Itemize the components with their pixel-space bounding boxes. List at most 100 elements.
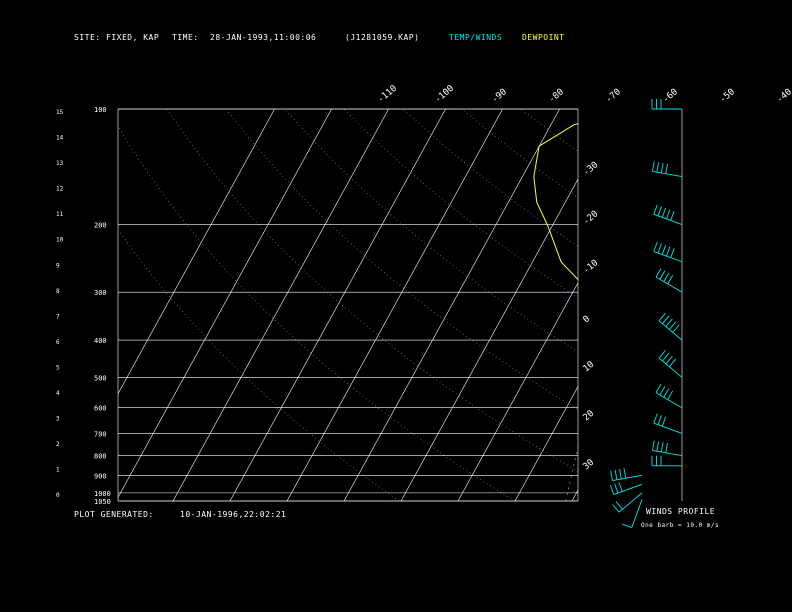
wind-barb-staff [631, 499, 643, 528]
wind-barb-flag [657, 415, 662, 425]
legend-temp-winds: TEMP/WINDS [449, 33, 503, 42]
top-temp-tick-label: -90 [490, 87, 509, 105]
dewpoint-trace [533, 123, 578, 281]
wind-barb-flag [614, 483, 619, 494]
altitude-tick-label: 11 [56, 211, 64, 218]
wind-barb-flag [670, 210, 675, 221]
wind-barb-flag [657, 206, 662, 216]
right-temp-tick-label: 20 [582, 409, 597, 424]
isotherm-line [229, 109, 446, 501]
right-temp-tick-label: -20 [582, 209, 601, 227]
wind-barb-flag [662, 315, 670, 325]
mixing-ratio-line [755, 177, 792, 501]
altitude-tick-label: 7 [56, 313, 60, 320]
top-temp-tick-label: -70 [604, 87, 623, 105]
isotherm-line [400, 178, 578, 501]
wind-barb-flag [665, 355, 673, 365]
wind-barb-staff [653, 213, 683, 225]
wind-barb-flag [665, 442, 668, 453]
header-site-value: FIXED, KAP [106, 33, 160, 42]
pressure-tick-label: 800 [94, 453, 107, 461]
footer-plot-generated-label: PLOT GENERATED: [74, 510, 154, 519]
wind-barb-flag [619, 469, 622, 480]
wind-barb-staff [658, 320, 683, 341]
wind-barb-flag [655, 383, 662, 393]
wind-barb-staff [613, 483, 643, 495]
dry-adiabat [118, 125, 515, 501]
altitude-tick-label: 13 [56, 160, 64, 167]
right-temp-tick-label: 10 [582, 360, 597, 375]
header-file-value: (J1281059.KAP) [345, 33, 420, 42]
dry-adiabat [698, 109, 792, 501]
wind-barb-flag [670, 248, 675, 258]
wind-barb-flag [666, 209, 671, 220]
right-temp-tick-label: -10 [582, 258, 601, 276]
isotherm-line [118, 109, 332, 498]
top-temp-tick-label: -40 [775, 87, 792, 105]
wind-barb-flag [652, 161, 655, 172]
header-time-label: TIME: [172, 33, 199, 42]
right-temp-tick-label: 30 [582, 458, 597, 473]
dry-adiabat [461, 109, 578, 199]
altitude-tick-label: 6 [56, 339, 60, 346]
pressure-tick-label: 500 [94, 374, 107, 382]
wind-barb-staff [653, 422, 683, 434]
wind-barb-flag [653, 413, 658, 424]
top-temp-tick-label: -60 [661, 87, 680, 105]
wind-barb-flag [661, 207, 667, 218]
dry-adiabat [343, 109, 578, 298]
altitude-tick-label: 0 [56, 492, 60, 499]
plot-area [118, 109, 792, 501]
altitude-tick-label: 14 [56, 135, 64, 142]
isotherm-line [118, 109, 275, 395]
wind-barb-flag [660, 442, 664, 453]
wind-barb-flag [658, 312, 666, 322]
top-temp-tick-label: -80 [547, 87, 566, 105]
wind-barb-flag [614, 469, 618, 480]
isotherm-line [343, 109, 560, 501]
header-time-value: 28-JAN-1993,11:00:06 [210, 33, 317, 42]
altitude-tick-label: 4 [56, 390, 60, 397]
wind-barb-flag [656, 441, 660, 452]
wind-barb-staff [612, 474, 643, 481]
wind-barb-staff [658, 357, 683, 378]
altitude-tick-label: 2 [56, 441, 60, 448]
wind-barb-flag [667, 275, 674, 285]
altitude-tick-label: 8 [56, 288, 60, 295]
wind-barb-flag [655, 268, 662, 278]
pressure-tick-label: 700 [94, 430, 107, 438]
right-temp-tick-label: 0 [582, 314, 593, 325]
wind-barb-flag [659, 386, 666, 396]
wind-barb-flag [622, 523, 632, 529]
wind-barb-flag [609, 485, 615, 495]
wind-barb-flag [669, 321, 677, 330]
footer-plot-generated-value: 10-JAN-1996,22:02:21 [180, 510, 287, 519]
altitude-tick-label: 3 [56, 415, 60, 422]
wind-barb-flag [662, 352, 670, 362]
temperature-trace [587, 109, 792, 499]
wind-barb-flag [618, 481, 623, 492]
pressure-tick-label: 1000 [94, 490, 111, 498]
isotherm-line [172, 109, 389, 501]
wind-barb-flag [663, 388, 670, 398]
altitude-tick-label: 9 [56, 262, 60, 269]
pressure-tick-label: 1050 [94, 498, 111, 506]
dry-adiabat [166, 109, 578, 472]
right-temp-tick-label: -30 [582, 160, 601, 178]
altitude-tick-label: 12 [56, 186, 64, 193]
mixing-ratio-line [605, 177, 680, 501]
dry-adiabat [284, 109, 578, 353]
isotherm-line [743, 109, 792, 501]
wind-barb-flag [665, 163, 668, 174]
pressure-tick-label: 600 [94, 405, 107, 413]
mixing-ratio-line [706, 177, 764, 501]
altitude-tick-label: 15 [56, 109, 64, 116]
wind-barb-flag [652, 440, 655, 451]
isotherm-line [514, 385, 578, 501]
pressure-tick-label: 100 [94, 106, 107, 114]
wind-barb-staff [618, 492, 643, 513]
wind-barb-flag [623, 468, 627, 479]
isotherm-line [286, 109, 503, 501]
wind-barb-flag [657, 243, 662, 254]
